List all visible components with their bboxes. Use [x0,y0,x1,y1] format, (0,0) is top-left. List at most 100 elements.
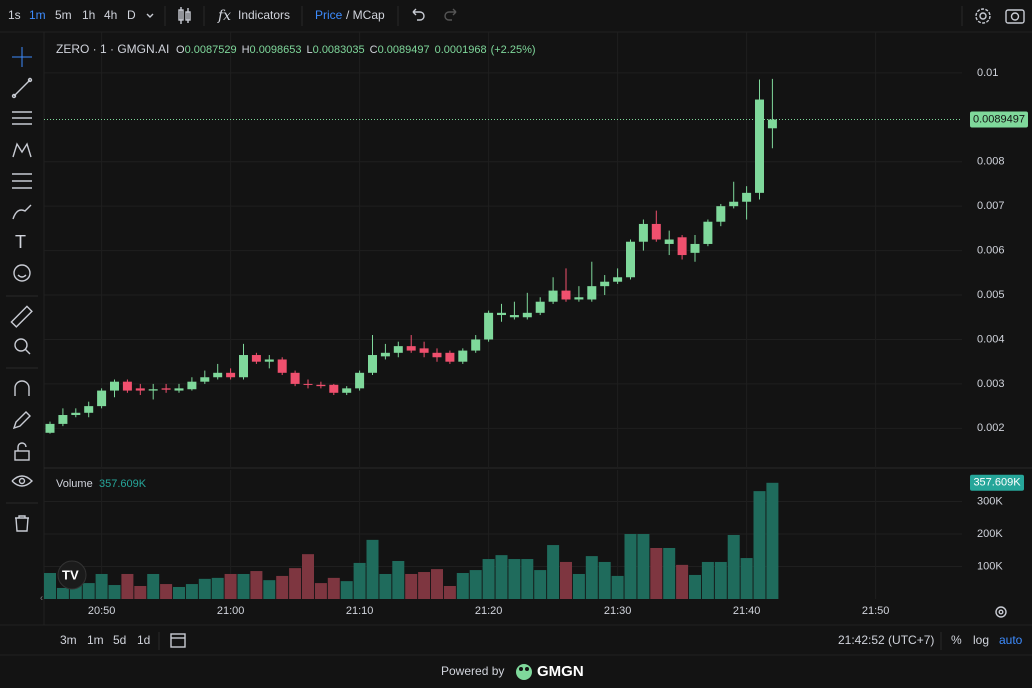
clock: 21:42:52 (UTC+7) [838,633,934,647]
range-button[interactable]: 1d [137,633,150,647]
x-tick-label: 21:30 [604,605,632,617]
candle-body [574,297,584,300]
volume-bar [405,573,418,599]
scroll-left[interactable]: ‹ [40,592,43,602]
candle-body [84,406,94,413]
fib-tool[interactable] [12,173,32,189]
interval-button[interactable]: D [127,8,136,22]
delete-tool[interactable] [15,515,29,532]
candle-body [342,388,352,393]
candle-body [664,239,674,244]
volume-bar [250,571,263,599]
x-tick-label: 20:50 [88,605,116,617]
hline-tool[interactable] [12,111,32,125]
emoji-tool[interactable] [13,264,31,282]
volume-bar [198,578,211,599]
last-price-label: 0.0089497 [973,113,1025,125]
volume-bar [173,586,185,599]
candle-body [587,286,597,300]
percent-toggle[interactable]: % [951,633,962,647]
mcap-toggle[interactable]: / MCap [346,8,385,22]
volume-bar [469,570,482,599]
interval-dropdown[interactable] [146,13,154,18]
legend-change: 0.0001968 [435,44,487,56]
x-tick-label: 21:40 [733,605,761,617]
volume-bar [95,573,108,599]
y-tick-label: 0.006 [977,245,1005,257]
volume-bar [676,564,689,599]
y-tick-label: 0.008 [977,156,1005,168]
volume-bar [340,581,353,599]
screenshot-button[interactable] [1005,9,1025,24]
legend-value: 0.0089497 [378,44,430,56]
volume-bar [740,558,753,599]
x-tick-label: 21:00 [217,605,245,617]
volume-bar [495,555,508,599]
candle-body [110,381,119,391]
trendline-tool[interactable] [11,77,33,99]
candle-body [626,241,635,278]
drawing-toolbar: T [6,47,38,532]
candle-body [406,346,416,351]
candle-body [703,221,713,244]
range-button[interactable]: 5d [113,633,126,647]
volume-bar [379,573,392,599]
interval-button[interactable]: 1s [8,8,21,22]
candle-body [316,384,326,387]
log-toggle[interactable]: log [973,633,989,647]
brush-tool[interactable] [12,204,32,220]
lock-tool[interactable] [14,442,30,461]
x-tick-label: 21:50 [862,605,890,617]
crosshair-tool[interactable] [12,47,32,67]
magnet-tool[interactable] [14,380,30,396]
interval-button[interactable]: 1m [29,8,46,22]
volume-bar [611,575,624,599]
volume-bar [392,560,405,599]
undo-button[interactable] [412,8,425,21]
volume-bar [456,573,469,599]
candle-body [497,312,506,316]
range-button[interactable]: 1m [87,633,104,647]
volume-bar [766,482,779,599]
volume-bar [443,586,456,599]
redo-button[interactable] [444,8,457,21]
price-toggle[interactable]: Price [315,8,343,22]
interval-button[interactable]: 5m [55,8,72,22]
goto-date-button[interactable] [170,633,186,648]
fx-icon[interactable]: fx [217,8,231,24]
settings-button[interactable] [975,8,991,24]
volume-bar [547,545,560,599]
legend-prefix: H [242,44,250,56]
candle-body [690,243,700,253]
interval-button[interactable]: 4h [104,8,117,22]
volume-bar [353,562,366,599]
visibility-tool[interactable] [11,475,33,487]
volume-bar [185,584,198,599]
text-tool[interactable]: T [15,232,26,252]
indicators-button[interactable]: Indicators [238,8,290,22]
range-button[interactable]: 3m [60,633,77,647]
volume-bar [327,577,340,599]
candle-body [355,372,365,389]
candle-body [432,352,442,358]
interval-button[interactable]: 1h [82,8,95,22]
pencil-tool[interactable] [12,411,31,430]
zoom-tool[interactable] [14,338,31,355]
volume-bar [585,556,598,599]
ruler-tool[interactable] [10,305,33,328]
last-price-badge [970,111,1028,128]
pattern-tool[interactable] [12,142,32,158]
volume-bar [82,583,95,599]
candle-body [71,412,81,416]
last-volume-badge [970,474,1024,491]
volume-bar [276,575,289,599]
candle-body [393,346,403,353]
legend-prefix: L [307,44,313,56]
chart-type-button[interactable] [178,7,191,24]
volume-bar [134,586,147,599]
axis-settings-button[interactable] [995,606,1007,618]
legend-prefix: C [370,44,378,56]
volume-bar [418,572,431,599]
volume-bar [701,561,714,599]
auto-toggle[interactable]: auto [999,633,1023,647]
